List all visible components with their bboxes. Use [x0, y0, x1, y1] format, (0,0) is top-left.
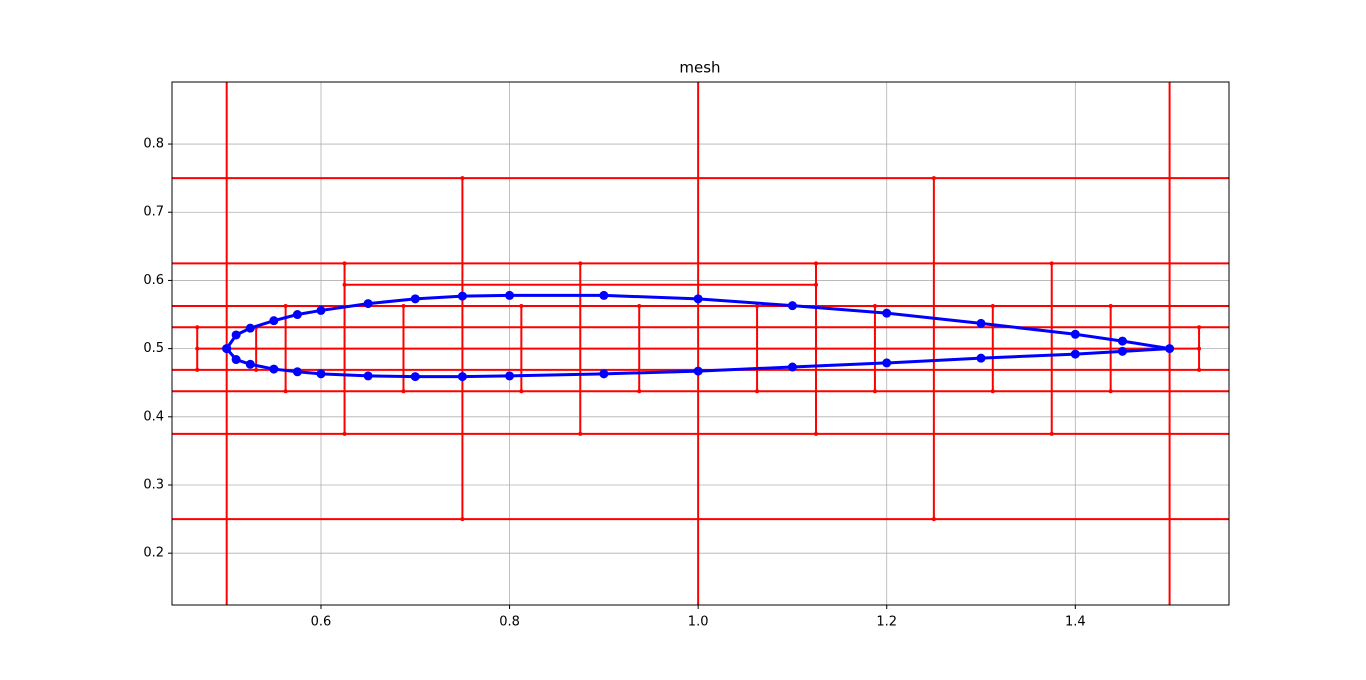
- point: [599, 369, 609, 379]
- point: [292, 310, 302, 320]
- point: [410, 372, 420, 382]
- point: [637, 389, 642, 394]
- point: [755, 389, 760, 394]
- point: [245, 323, 255, 333]
- axes-frame: [171, 81, 1230, 606]
- point: [814, 261, 819, 266]
- point: [505, 290, 515, 300]
- y-tick-label: 0.6: [143, 273, 164, 288]
- point: [1070, 349, 1080, 359]
- point: [222, 344, 232, 354]
- point: [1197, 346, 1202, 351]
- point: [269, 364, 279, 374]
- point: [1108, 303, 1113, 308]
- point: [231, 330, 241, 340]
- point: [882, 308, 892, 318]
- y-tick-label: 0.5: [143, 341, 164, 356]
- x-tick-label: 1.2: [876, 615, 897, 630]
- point: [401, 303, 406, 308]
- point: [363, 299, 373, 309]
- point: [599, 290, 609, 300]
- point: [254, 367, 259, 372]
- x-tick-label: 0.6: [311, 615, 332, 630]
- point: [363, 371, 373, 381]
- point: [195, 325, 200, 330]
- point: [882, 358, 892, 368]
- point: [1117, 336, 1127, 346]
- point: [814, 282, 819, 287]
- point: [342, 431, 347, 436]
- point: [1197, 367, 1202, 372]
- point: [1049, 261, 1054, 266]
- point: [519, 389, 524, 394]
- point: [195, 346, 200, 351]
- point: [283, 389, 288, 394]
- x-tick-label: 1.4: [1065, 615, 1086, 630]
- point: [342, 282, 347, 287]
- point: [578, 431, 583, 436]
- point: [457, 372, 467, 382]
- point: [976, 353, 986, 363]
- point: [1049, 431, 1054, 436]
- y-tick-label: 0.3: [143, 477, 164, 492]
- point: [195, 367, 200, 372]
- point: [245, 359, 255, 369]
- point: [693, 366, 703, 376]
- x-tick-label: 1.0: [688, 615, 709, 630]
- point: [1165, 344, 1175, 354]
- point: [316, 369, 326, 379]
- point: [755, 303, 760, 308]
- point: [931, 176, 936, 181]
- point: [976, 318, 986, 328]
- chart-title: mesh: [679, 59, 720, 77]
- point: [814, 431, 819, 436]
- point: [872, 303, 877, 308]
- point: [519, 303, 524, 308]
- point: [637, 303, 642, 308]
- y-tick-label: 0.7: [143, 205, 164, 220]
- point: [269, 316, 279, 326]
- point: [990, 389, 995, 394]
- point: [787, 362, 797, 372]
- point: [410, 294, 420, 304]
- point: [457, 291, 467, 301]
- point: [872, 389, 877, 394]
- point: [578, 261, 583, 266]
- axes: 0.6 0.8 1.0 1.2 1.4 0.2 0.3 0.4 0.5 0.6 0.7 0.8: [143, 137, 1085, 630]
- point: [787, 301, 797, 311]
- point: [460, 176, 465, 181]
- point: [316, 305, 326, 315]
- point: [342, 261, 347, 266]
- point: [283, 303, 288, 308]
- point: [693, 294, 703, 304]
- point: [231, 355, 241, 365]
- y-tick-label: 0.4: [143, 409, 164, 424]
- plot-area: [172, 82, 1229, 605]
- point: [931, 517, 936, 522]
- point: [990, 303, 995, 308]
- point: [460, 517, 465, 522]
- point: [401, 389, 406, 394]
- point: [1117, 346, 1127, 356]
- point: [1197, 325, 1202, 330]
- x-tick-label: 0.8: [499, 615, 520, 630]
- y-tick-label: 0.8: [143, 137, 164, 152]
- point: [1070, 329, 1080, 339]
- point: [1108, 389, 1113, 394]
- point: [292, 367, 302, 377]
- y-tick-label: 0.2: [143, 546, 164, 561]
- point: [505, 371, 515, 381]
